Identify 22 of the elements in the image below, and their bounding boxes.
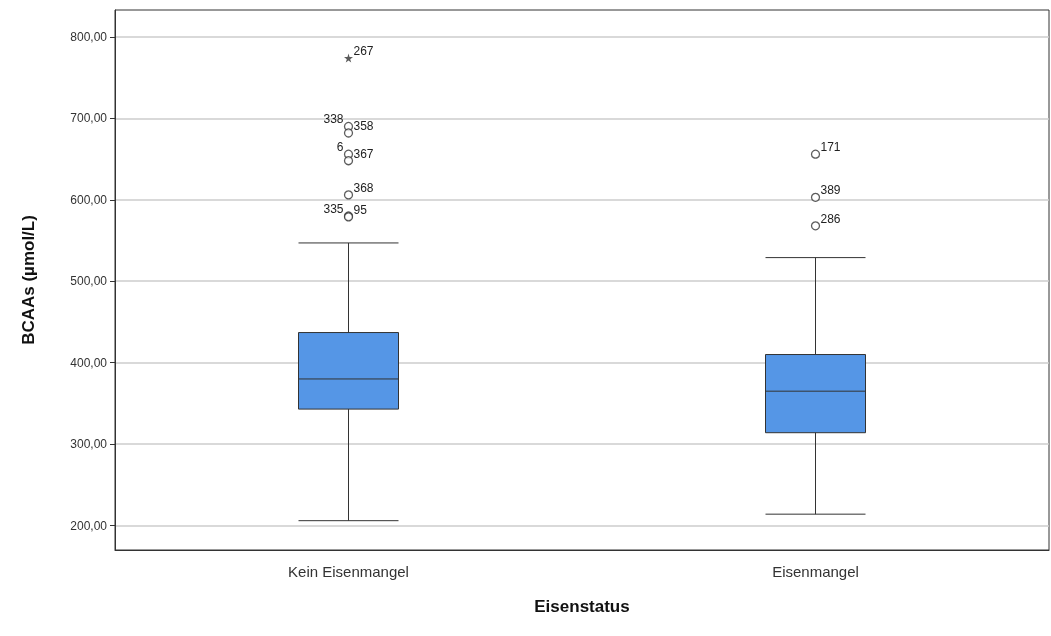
annotation: 286 bbox=[820, 211, 841, 226]
y-tick-label: 200,00 bbox=[70, 518, 108, 533]
annotation: 338 bbox=[323, 112, 344, 127]
x-tick-label: Eisenmangel bbox=[772, 563, 859, 580]
annotation: 368 bbox=[353, 180, 374, 195]
annotation: 6 bbox=[336, 140, 344, 155]
x-tick-label: Kein Eisenmangel bbox=[288, 563, 409, 580]
annotation: 389 bbox=[820, 183, 841, 198]
y-tick-label: 500,00 bbox=[70, 274, 108, 289]
y-tick-label: 800,00 bbox=[70, 29, 108, 44]
annotation: 335 bbox=[323, 202, 344, 217]
y-tick-label: 300,00 bbox=[70, 437, 108, 452]
x-axis-title: Eisenstatus bbox=[534, 597, 630, 616]
annotation: 358 bbox=[353, 118, 374, 133]
y-axis-title: BCAAs (µmol/L) bbox=[19, 215, 38, 345]
y-tick-label: 700,00 bbox=[70, 111, 108, 126]
annotation: 267 bbox=[353, 44, 374, 59]
annotation: 367 bbox=[353, 146, 374, 161]
y-tick-label: 600,00 bbox=[70, 192, 108, 207]
annotation: 95 bbox=[353, 202, 368, 217]
y-tick-label: 400,00 bbox=[70, 355, 108, 370]
annotation: 171 bbox=[820, 140, 841, 155]
